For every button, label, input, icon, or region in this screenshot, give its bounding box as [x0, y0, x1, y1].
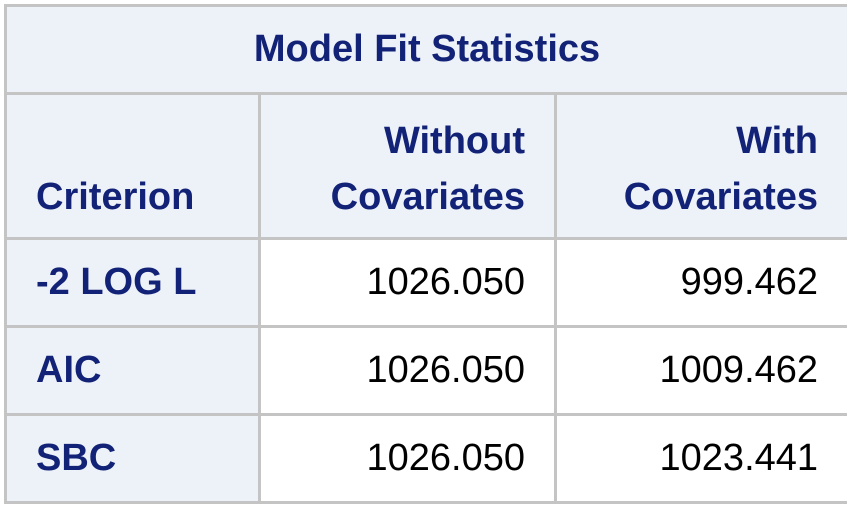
column-header-without-covariates: Without Covariates — [261, 95, 554, 237]
row-header-neg2loglik: -2 LOG L — [7, 239, 258, 325]
column-header-criterion-label: Criterion — [36, 175, 195, 218]
cell-without-covariates: 1026.050 — [261, 415, 554, 501]
column-header-criterion: Criterion — [7, 95, 258, 237]
cell-with-covariates: 1009.462 — [557, 327, 848, 413]
table-row: SBC 1026.050 1023.441 — [7, 415, 848, 501]
table-title: Model Fit Statistics — [7, 7, 848, 93]
table-row: AIC 1026.050 1009.462 — [7, 327, 848, 413]
cell-with-covariates: 999.462 — [557, 239, 848, 325]
model-fit-statistics-table: Model Fit Statistics Criterion Without C… — [4, 4, 850, 504]
row-header-aic: AIC — [7, 327, 258, 413]
column-header-with-covariates: With Covariates — [557, 95, 848, 237]
model-fit-table-container: Model Fit Statistics Criterion Without C… — [4, 4, 850, 504]
column-header-with-line2: Covariates — [623, 175, 819, 218]
title-row: Model Fit Statistics — [7, 7, 848, 93]
column-header-with-line1: With — [736, 119, 819, 162]
column-header-without-line2: Covariates — [330, 175, 525, 218]
row-header-sbc: SBC — [7, 415, 258, 501]
cell-without-covariates: 1026.050 — [261, 327, 554, 413]
cell-with-covariates: 1023.441 — [557, 415, 848, 501]
table-row: -2 LOG L 1026.050 999.462 — [7, 239, 848, 325]
header-row: Criterion Without Covariates With Covari… — [7, 95, 848, 237]
cell-without-covariates: 1026.050 — [261, 239, 554, 325]
column-header-without-line1: Without — [383, 119, 525, 162]
